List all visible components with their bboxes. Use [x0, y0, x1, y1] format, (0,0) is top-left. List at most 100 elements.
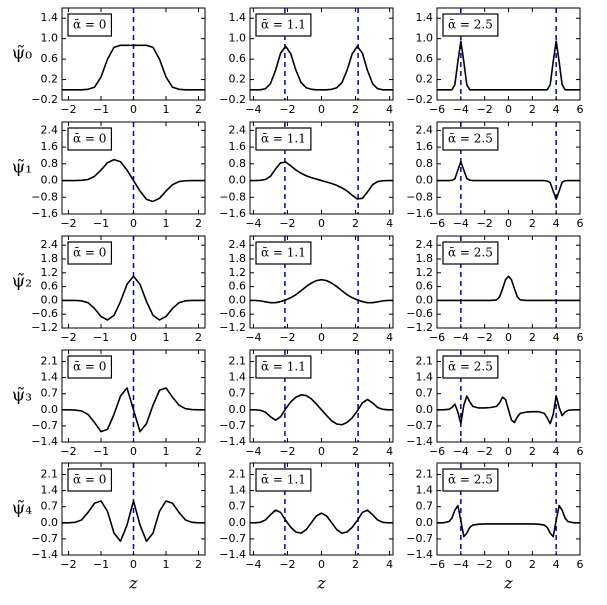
plot-frame [436, 121, 581, 215]
x-tick-label: −4 [453, 445, 469, 458]
plot-frame [61, 462, 206, 556]
y-tick-label: −1.4 [406, 548, 433, 561]
line-series [437, 275, 580, 302]
line-series [62, 275, 205, 321]
x-tick-label: 1 [163, 331, 170, 344]
x-tick-label: 4 [386, 331, 393, 344]
x-tick-label: 0 [505, 103, 512, 116]
y-tick-label: 0.6 [41, 52, 59, 65]
annotation: ᾱ = 1.1 [261, 473, 306, 487]
y-axis-label: ψ̃₀ [12, 44, 32, 64]
x-axis-label: z [128, 574, 138, 593]
x-tick-label: −2 [477, 103, 493, 116]
x-tick-label: 6 [577, 217, 584, 230]
x-tick-label: 0 [505, 558, 512, 571]
y-tick-label: −0.6 [219, 307, 246, 320]
y-tick-label: −0.2 [31, 93, 58, 106]
x-tick-label: −2 [477, 558, 493, 571]
annotation-box [255, 127, 312, 151]
x-tick-label: −6 [429, 217, 445, 230]
y-tick-label: 0.0 [41, 174, 59, 187]
x-tick-label: 4 [386, 103, 393, 116]
x-tick-label: 0 [505, 445, 512, 458]
x-tick-label: 2 [195, 217, 202, 230]
annotation: ᾱ = 0 [73, 360, 106, 374]
x-tick-label: 2 [352, 217, 359, 230]
y-tick-label: 0.7 [416, 387, 434, 400]
x-tick-label: 0 [130, 445, 137, 458]
annotation: ᾱ = 1.1 [261, 246, 306, 260]
y-tick-label: −1.2 [219, 321, 246, 334]
y-tick-label: 0.6 [416, 52, 434, 65]
x-tick-label: −6 [429, 103, 445, 116]
y-axis-label: ψ̃₁ [12, 158, 32, 178]
y-tick-label: 0.7 [416, 500, 434, 513]
y-tick-label: 1.4 [229, 484, 247, 497]
x-tick-label: 4 [553, 331, 560, 344]
x-tick-label: −6 [429, 331, 445, 344]
y-tick-label: 0.0 [41, 293, 59, 306]
line-series [437, 160, 580, 201]
plot-frame [61, 7, 206, 101]
y-tick-label: 0.8 [229, 157, 247, 170]
x-tick-label: 2 [529, 217, 536, 230]
plot-frame [249, 349, 394, 443]
annotation-box [442, 241, 499, 265]
y-tick-label: 0.2 [229, 73, 247, 86]
y-tick-label: 0.0 [229, 174, 247, 187]
y-tick-label: 0.2 [41, 73, 59, 86]
y-tick-label: 0.8 [41, 157, 59, 170]
y-tick-label: 1.8 [416, 252, 434, 265]
x-tick-label: −4 [245, 331, 261, 344]
y-tick-label: −0.7 [219, 419, 246, 432]
y-tick-label: 0.6 [229, 280, 247, 293]
x-tick-label: 4 [553, 217, 560, 230]
x-tick-label: 0 [318, 558, 325, 571]
y-tick-label: 0.6 [41, 280, 59, 293]
x-tick-label: −2 [477, 217, 493, 230]
plot-frame [436, 349, 581, 443]
x-tick-label: −6 [429, 445, 445, 458]
annotation: ᾱ = 0 [73, 18, 106, 32]
x-tick-label: 2 [352, 331, 359, 344]
x-tick-label: −2 [60, 331, 76, 344]
x-axis-label: z [316, 574, 326, 593]
annotation-box [255, 241, 312, 265]
panel: −2 −1 0 1 2 −1.4 −0.7 0.0 0.7 1.4 2.1 ᾱ = 0 ψ̃₄ z [12, 462, 206, 593]
y-tick-label: 1.8 [41, 252, 59, 265]
y-tick-label: 2.1 [41, 468, 59, 481]
annotation-box [67, 13, 113, 37]
plot-frame [436, 235, 581, 329]
y-tick-label: 1.4 [416, 371, 434, 384]
annotation: ᾱ = 2.5 [448, 360, 493, 374]
x-tick-label: −4 [245, 445, 261, 458]
y-tick-label: 1.4 [416, 484, 434, 497]
y-tick-label: −0.7 [31, 419, 58, 432]
y-tick-label: −0.2 [406, 93, 433, 106]
x-tick-label: 2 [529, 445, 536, 458]
x-tick-label: 2 [195, 331, 202, 344]
x-tick-label: 2 [529, 103, 536, 116]
line-series [437, 40, 580, 91]
x-tick-label: 0 [318, 445, 325, 458]
line-series [62, 500, 205, 542]
y-tick-label: −1.2 [406, 321, 433, 334]
panel: −2 −1 0 1 2 −1.2−0.60.00.61.21.82.4 ᾱ = 0 ψ̃₂ [12, 235, 206, 344]
line-series [62, 158, 205, 203]
x-tick-label: −4 [453, 103, 469, 116]
plot-frame [61, 349, 206, 443]
y-tick-label: −0.2 [219, 93, 246, 106]
y-tick-label: 0.0 [229, 403, 247, 416]
panel: −4 −2 0 2 4 −1.2−0.60.00.61.21.82.4 ᾱ = 1.1 [219, 235, 394, 344]
annotation-box [67, 241, 113, 265]
x-tick-label: −1 [93, 445, 109, 458]
x-tick-label: 6 [577, 558, 584, 571]
x-tick-label: 2 [195, 445, 202, 458]
x-tick-label: 4 [553, 103, 560, 116]
y-tick-label: 1.4 [416, 11, 434, 24]
x-tick-label: −4 [453, 217, 469, 230]
y-tick-label: 2.4 [416, 238, 434, 251]
x-tick-label: −2 [477, 331, 493, 344]
annotation: ᾱ = 2.5 [448, 246, 493, 260]
plot-frame [61, 235, 206, 329]
